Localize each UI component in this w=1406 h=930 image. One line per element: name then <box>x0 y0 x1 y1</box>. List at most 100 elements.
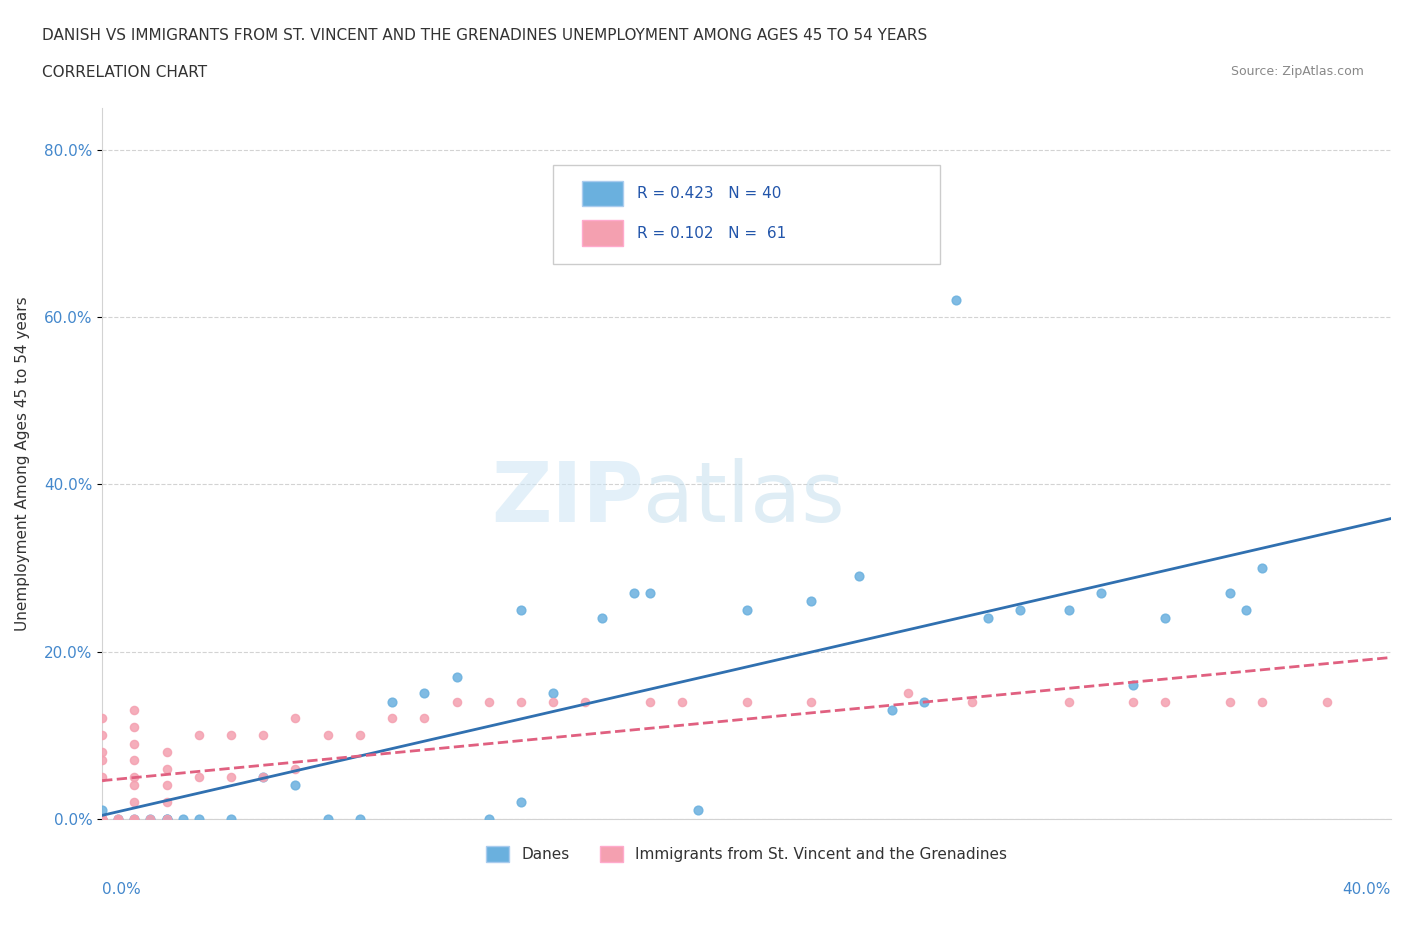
Point <box>848 569 870 584</box>
Point <box>623 586 645 601</box>
Point <box>1251 561 1274 576</box>
Point <box>124 811 146 826</box>
Text: ZIP: ZIP <box>491 458 644 539</box>
Point <box>1154 695 1177 710</box>
Point <box>735 603 758 618</box>
Point <box>1219 695 1241 710</box>
Point <box>91 811 114 826</box>
Point <box>591 611 613 626</box>
Point <box>155 811 177 826</box>
Point <box>219 770 242 785</box>
Point <box>316 728 339 743</box>
Point <box>187 811 209 826</box>
Point <box>510 603 533 618</box>
Point <box>91 745 114 760</box>
Point <box>91 811 114 826</box>
Point <box>413 686 436 701</box>
Point <box>91 811 114 826</box>
Point <box>1122 695 1144 710</box>
Point <box>960 695 983 710</box>
Point <box>91 811 114 826</box>
Point <box>478 811 501 826</box>
Point <box>252 770 274 785</box>
Legend: Danes, Immigrants from St. Vincent and the Grenadines: Danes, Immigrants from St. Vincent and t… <box>479 840 1014 868</box>
FancyBboxPatch shape <box>553 165 939 264</box>
Text: 0.0%: 0.0% <box>103 883 141 897</box>
Point <box>381 695 404 710</box>
Point <box>91 811 114 826</box>
Point <box>638 695 661 710</box>
Point <box>1219 586 1241 601</box>
Point <box>1057 603 1080 618</box>
Point <box>1122 678 1144 693</box>
Point <box>124 811 146 826</box>
Point <box>688 803 710 817</box>
Text: CORRELATION CHART: CORRELATION CHART <box>42 65 207 80</box>
Point <box>155 794 177 809</box>
Point <box>349 811 371 826</box>
Point <box>139 811 162 826</box>
Point <box>316 811 339 826</box>
Point <box>284 711 307 726</box>
Text: 40.0%: 40.0% <box>1343 883 1391 897</box>
Point <box>381 711 404 726</box>
Point <box>124 703 146 718</box>
Point <box>124 778 146 793</box>
Point <box>284 778 307 793</box>
Point <box>155 811 177 826</box>
Point <box>1315 695 1337 710</box>
Point <box>252 770 274 785</box>
Point <box>219 811 242 826</box>
Point <box>155 811 177 826</box>
Point <box>510 695 533 710</box>
Point <box>107 811 129 826</box>
Point <box>284 762 307 777</box>
Text: DANISH VS IMMIGRANTS FROM ST. VINCENT AND THE GRENADINES UNEMPLOYMENT AMONG AGES: DANISH VS IMMIGRANTS FROM ST. VINCENT AN… <box>42 28 928 43</box>
FancyBboxPatch shape <box>582 180 623 206</box>
Point <box>107 811 129 826</box>
Point <box>91 811 114 826</box>
Point <box>124 794 146 809</box>
Point <box>478 695 501 710</box>
Point <box>172 811 194 826</box>
Point <box>155 762 177 777</box>
Text: R = 0.102   N =  61: R = 0.102 N = 61 <box>637 226 786 241</box>
Point <box>124 811 146 826</box>
Point <box>510 794 533 809</box>
Point <box>1154 611 1177 626</box>
Point <box>91 811 114 826</box>
Point <box>541 686 564 701</box>
Point <box>880 703 903 718</box>
Point <box>252 728 274 743</box>
Point <box>124 737 146 751</box>
Point <box>91 711 114 726</box>
Point <box>977 611 1000 626</box>
Point <box>1251 695 1274 710</box>
Point <box>671 695 693 710</box>
Point <box>187 770 209 785</box>
Point <box>155 778 177 793</box>
Point <box>1010 603 1032 618</box>
Point <box>912 695 935 710</box>
Point <box>124 720 146 735</box>
Point <box>91 811 114 826</box>
Point <box>91 811 114 826</box>
Point <box>91 811 114 826</box>
Point <box>124 753 146 768</box>
Point <box>107 811 129 826</box>
Point <box>1234 603 1257 618</box>
Point <box>91 811 114 826</box>
Point <box>800 695 823 710</box>
Text: R = 0.423   N = 40: R = 0.423 N = 40 <box>637 186 782 201</box>
FancyBboxPatch shape <box>582 220 623 246</box>
Y-axis label: Unemployment Among Ages 45 to 54 years: Unemployment Among Ages 45 to 54 years <box>15 296 30 631</box>
Point <box>897 686 920 701</box>
Point <box>1057 695 1080 710</box>
Point <box>800 594 823 609</box>
Point <box>91 753 114 768</box>
Point <box>413 711 436 726</box>
Point <box>349 728 371 743</box>
Point <box>638 586 661 601</box>
Text: atlas: atlas <box>644 458 845 539</box>
Text: Source: ZipAtlas.com: Source: ZipAtlas.com <box>1230 65 1364 78</box>
